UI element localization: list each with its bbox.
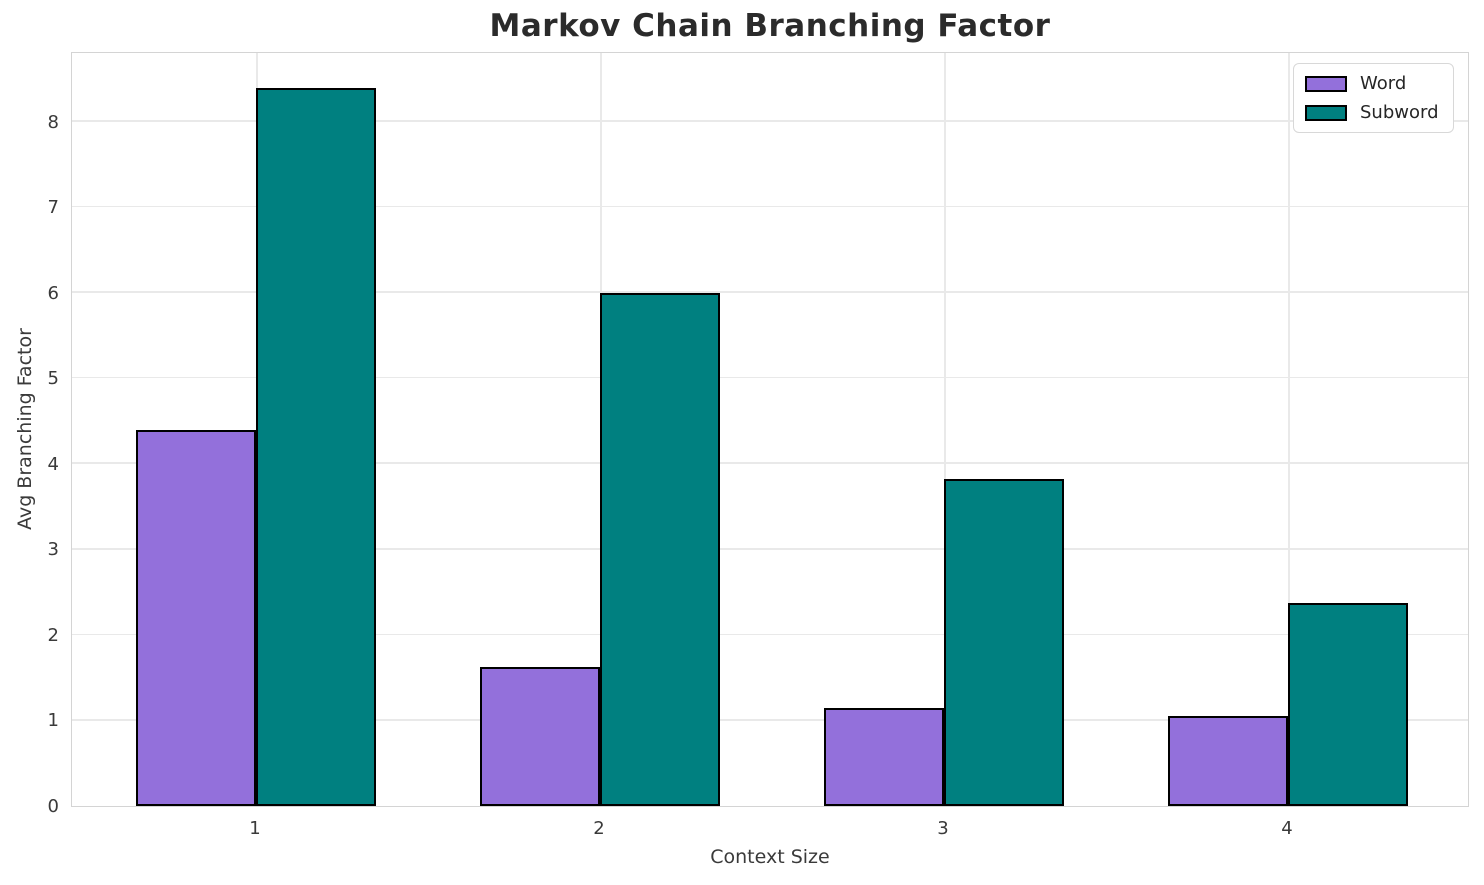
y-tick-label-4: 4 xyxy=(47,453,59,475)
bar-subword-1 xyxy=(256,87,376,806)
gridline-y-1 xyxy=(72,719,1468,721)
bar-word-4 xyxy=(1168,716,1288,806)
gridline-x-4 xyxy=(1288,53,1290,806)
legend-swatch-subword xyxy=(1305,104,1347,121)
x-tick-label-3: 3 xyxy=(937,818,949,839)
bar-word-3 xyxy=(824,707,944,806)
legend-item-word: Word xyxy=(1305,73,1439,94)
gridline-y-6 xyxy=(72,291,1468,293)
legend-label-word: Word xyxy=(1360,73,1407,94)
gridline-y-7 xyxy=(72,205,1468,208)
x-tick-label-4: 4 xyxy=(1281,818,1293,839)
y-tick-label-2: 2 xyxy=(47,624,59,646)
y-tick-label-5: 5 xyxy=(47,368,59,390)
x-tick-label-2: 2 xyxy=(593,818,605,839)
gridline-y-3 xyxy=(72,548,1468,550)
y-tick-label-8: 8 xyxy=(47,111,59,133)
bar-subword-2 xyxy=(600,292,720,806)
legend-item-subword: Subword xyxy=(1305,102,1439,123)
legend-swatch-word xyxy=(1305,75,1347,92)
plot-area xyxy=(71,52,1469,807)
legend-label-subword: Subword xyxy=(1360,102,1439,123)
y-axis-label-text: Avg Branching Factor xyxy=(14,328,36,530)
x-axis-label: Context Size xyxy=(710,846,830,868)
y-tick-label-6: 6 xyxy=(47,282,59,304)
y-tick-label-1: 1 xyxy=(47,710,59,732)
bar-subword-4 xyxy=(1288,602,1408,806)
bar-word-2 xyxy=(480,667,600,806)
gridline-y-5 xyxy=(72,376,1468,379)
gridline-x-3 xyxy=(944,53,946,806)
gridline-y-8 xyxy=(72,120,1468,122)
chart-title: Markov Chain Branching Factor xyxy=(489,8,1051,44)
gridline-y-2 xyxy=(72,633,1468,635)
y-tick-label-7: 7 xyxy=(47,197,59,219)
x-tick-label-1: 1 xyxy=(249,818,261,839)
bar-subword-3 xyxy=(944,479,1064,806)
gridline-y-4 xyxy=(72,462,1468,464)
y-tick-label-3: 3 xyxy=(47,539,59,561)
bar-word-1 xyxy=(136,429,256,806)
legend: Word Subword xyxy=(1293,63,1454,133)
y-tick-label-0: 0 xyxy=(47,796,59,817)
